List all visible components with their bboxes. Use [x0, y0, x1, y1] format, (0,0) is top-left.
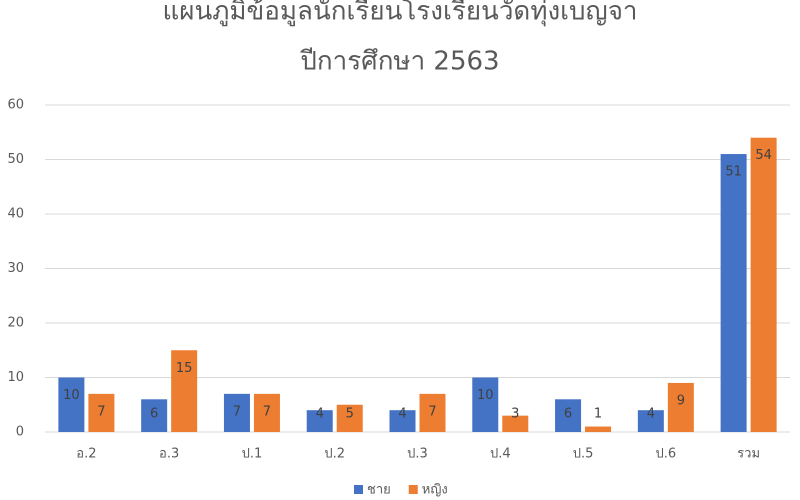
bar: [750, 137, 777, 432]
x-tick-label: อ.2: [76, 447, 96, 462]
data-label: 1: [594, 407, 602, 422]
data-label: 7: [263, 404, 271, 419]
legend-swatch: [408, 485, 418, 494]
legend-swatch: [354, 485, 363, 494]
data-label: 3: [511, 407, 519, 422]
bar: [419, 393, 446, 432]
bar: [472, 377, 499, 432]
x-tick-label: ป.6: [656, 447, 677, 462]
x-tick-label: ป.3: [407, 447, 428, 462]
data-label: 4: [316, 407, 324, 422]
y-tick-label: 40: [7, 207, 24, 222]
bar: [667, 382, 694, 432]
bar: [141, 399, 168, 432]
bar: [585, 426, 612, 432]
data-label: 6: [150, 407, 158, 422]
bar: [555, 399, 582, 432]
y-tick-label: 10: [7, 370, 24, 385]
data-label: 5: [346, 407, 354, 422]
data-label: 51: [725, 165, 742, 180]
bar: [389, 410, 416, 432]
bar: [336, 404, 363, 432]
x-tick-label: ป.1: [242, 447, 263, 462]
data-label: 4: [647, 407, 655, 422]
x-tick-label: ป.5: [573, 447, 594, 462]
data-label: 6: [564, 407, 572, 422]
legend-label: ชาย: [367, 483, 391, 498]
y-tick-label: 20: [7, 316, 24, 331]
legend-label: หญิง: [422, 483, 448, 498]
data-label: 15: [176, 361, 193, 376]
bar: [720, 154, 747, 433]
bar: [253, 393, 280, 432]
data-label: 7: [428, 404, 436, 419]
data-label: 9: [677, 393, 685, 408]
x-tick-label: ป.4: [490, 447, 511, 462]
bar: [88, 393, 115, 432]
bar: [306, 410, 333, 432]
data-label: 7: [97, 404, 105, 419]
x-tick-label: อ.3: [159, 447, 179, 462]
bar: [637, 410, 664, 432]
bar: [171, 350, 198, 432]
data-label: 54: [755, 148, 772, 163]
x-tick-label: ป.2: [324, 447, 345, 462]
data-label: 7: [233, 404, 241, 419]
bar: [58, 377, 85, 432]
data-label: 10: [63, 388, 80, 403]
bar: [223, 393, 250, 432]
x-tick-label: รวม: [737, 447, 760, 462]
chart-subtitle: ปีการศึกษา 2563: [299, 47, 499, 77]
data-label: 10: [477, 388, 494, 403]
chart-title: แผนภูมิข้อมูลนักเรียนโรงเรียนวัดทุ่งเบญจ…: [162, 0, 637, 27]
y-tick-label: 0: [16, 425, 24, 440]
y-tick-label: 50: [7, 152, 24, 167]
y-tick-label: 30: [7, 261, 24, 276]
y-tick-label: 60: [7, 98, 24, 113]
bar: [502, 415, 529, 432]
data-label: 4: [398, 407, 406, 422]
